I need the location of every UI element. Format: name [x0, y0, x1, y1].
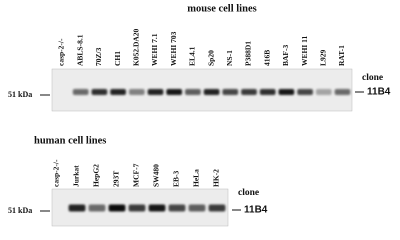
- lane-label: MCF-7: [132, 163, 141, 187]
- lane-label: EB-3: [172, 170, 181, 187]
- band: [259, 89, 276, 95]
- band: [203, 89, 220, 95]
- lane-label: SW480: [152, 164, 161, 187]
- band: [108, 204, 126, 212]
- band: [185, 89, 201, 95]
- panel-title: human cell lines: [34, 135, 106, 146]
- band: [315, 89, 332, 95]
- band: [110, 89, 126, 95]
- lane-label: WEHI 7.1: [150, 33, 159, 66]
- lane-label: K052.DA20: [132, 28, 141, 66]
- band: [188, 204, 206, 212]
- lane-label: P388D1: [244, 41, 253, 66]
- clone-label: clone: [362, 73, 383, 83]
- marker-label: 51 kDa: [8, 90, 32, 99]
- band: [88, 204, 106, 212]
- lane-label: HepG2: [92, 164, 101, 187]
- band: [128, 204, 146, 212]
- band: [91, 89, 108, 95]
- lane-label: Sp20: [206, 50, 215, 66]
- lane-label: HK-2: [212, 169, 221, 187]
- panel-title: mouse cell lines: [187, 3, 256, 14]
- lane-label: CH1: [113, 51, 122, 66]
- lane-label: HeLa: [192, 169, 201, 187]
- band: [72, 89, 89, 95]
- lane-label: casp-2-/-: [52, 159, 61, 187]
- figure: mouse cell lines casp-2-/- ABLS-8.1 70Z/3 CH…: [8, 3, 391, 227]
- lane-label: EL4.1: [188, 46, 197, 66]
- band: [168, 204, 186, 212]
- lane-label: casp-2-/-: [57, 38, 66, 66]
- lane-label: 293T: [112, 171, 121, 187]
- band: [147, 89, 164, 95]
- band: [148, 204, 166, 212]
- band: [297, 89, 313, 95]
- band: [68, 204, 86, 212]
- marker-label: 51 kDa: [8, 206, 32, 215]
- lane-label: ABLS-8.1: [75, 34, 84, 66]
- lane-label: 416B: [262, 50, 271, 66]
- band: [241, 89, 257, 95]
- lane-label: WEHI 11: [300, 36, 309, 66]
- lane-label: Jurkat: [72, 165, 81, 187]
- lane-label: RAT-1: [337, 45, 346, 66]
- band: [128, 89, 145, 95]
- lane-label: WEHI 703: [169, 31, 178, 66]
- lane-label: 70Z/3: [94, 47, 103, 66]
- clone-name: 11B4: [367, 87, 391, 98]
- lane-label: NS-1: [225, 50, 234, 66]
- band: [278, 89, 295, 95]
- clone-name: 11B4: [244, 205, 268, 216]
- lane-label: BAF-3: [281, 45, 290, 66]
- band: [334, 89, 351, 95]
- band: [166, 89, 183, 95]
- lane-label: L929: [319, 49, 328, 66]
- band: [208, 204, 226, 212]
- band: [222, 89, 239, 95]
- clone-label: clone: [238, 188, 259, 198]
